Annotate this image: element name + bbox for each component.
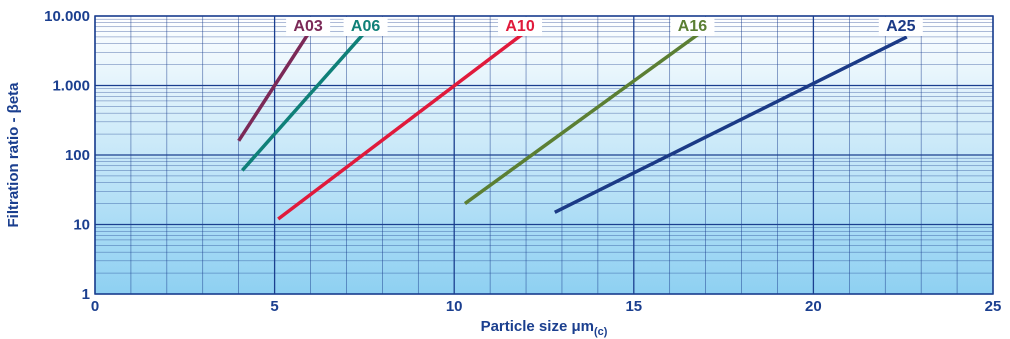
series-label-bg (878, 17, 923, 36)
series-labels: A03 A06 A10 A16 A25 (286, 17, 923, 36)
y-axis-title: Filtration ratio - βeta (5, 82, 22, 228)
series-label-a25: A25 (886, 18, 915, 35)
y-tick-label: 1 (82, 286, 90, 303)
y-tick-label: 100 (65, 147, 90, 164)
series-line-a25 (553, 35, 908, 214)
series-label-bg (498, 17, 543, 36)
y-tick-label: 10.000 (44, 8, 90, 25)
series-label-a06: A06 (351, 18, 380, 35)
series-lines (237, 23, 908, 221)
series-line-a16 (463, 32, 700, 205)
x-axis-title: Particle size μm(c) (481, 318, 608, 338)
series-label-bg (670, 17, 715, 36)
x-tick-label: 0 (91, 298, 99, 315)
series-label-bg (286, 17, 331, 36)
plot-frame (94, 15, 994, 295)
y-axis-ticks: 1 10 100 1.000 10.000 (44, 8, 90, 303)
series-line-a10 (277, 30, 528, 221)
x-axis-title-subscript: (c) (594, 326, 608, 338)
x-tick-label: 5 (270, 298, 278, 315)
series-label-a16: A16 (678, 18, 707, 35)
x-axis-ticks: 0 5 10 15 20 25 (91, 298, 1002, 315)
x-tick-label: 25 (985, 298, 1002, 315)
y-tick-label: 10 (73, 217, 90, 234)
y-tick-label: 1.000 (52, 78, 90, 95)
series-label-a03: A03 (293, 18, 322, 35)
series-label-a10: A10 (505, 18, 534, 35)
series-line-a03 (237, 23, 316, 142)
series-label-bg (343, 17, 388, 36)
x-tick-label: 10 (446, 298, 463, 315)
x-tick-label: 20 (805, 298, 822, 315)
x-axis-title-main: Particle size μm (481, 318, 594, 335)
series-line-a06 (240, 23, 373, 172)
x-tick-label: 15 (625, 298, 642, 315)
